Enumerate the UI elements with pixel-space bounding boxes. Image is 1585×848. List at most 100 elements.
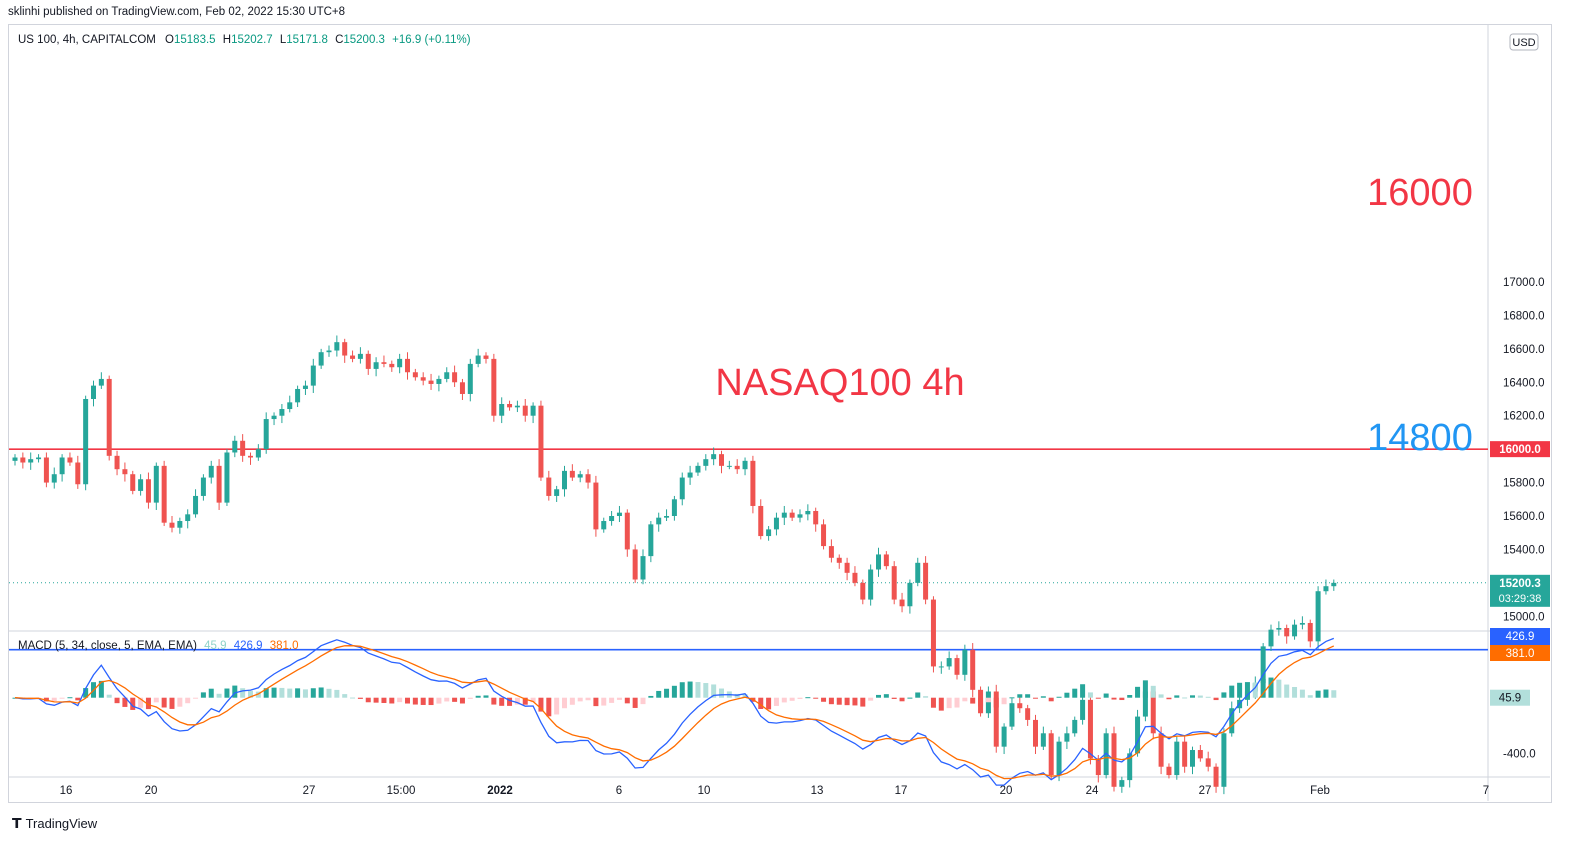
- candle-body: [177, 521, 183, 528]
- macd-histogram-bar: [405, 697, 410, 704]
- candle-body: [585, 474, 591, 483]
- candle-body: [161, 465, 167, 523]
- candle-body: [554, 489, 560, 496]
- macd-histogram-bar: [1307, 695, 1313, 698]
- macd-histogram-bar: [83, 688, 89, 698]
- macd-histogram-bar: [844, 697, 850, 706]
- macd-histogram-bar: [232, 685, 238, 698]
- macd-histogram-bar: [923, 696, 929, 698]
- macd-histogram-bar: [1111, 697, 1117, 700]
- candle-body: [805, 510, 811, 515]
- candle-body: [719, 454, 724, 466]
- macd-histogram-bar: [185, 697, 191, 704]
- macd-histogram-bar: [177, 697, 183, 707]
- candle-body: [742, 460, 748, 470]
- macd-histogram-bar: [389, 697, 395, 704]
- candle-body: [138, 479, 144, 491]
- candle-body: [1033, 719, 1038, 747]
- open-value: 15183.5: [174, 34, 216, 46]
- currency-badge: [1509, 33, 1539, 51]
- candle-body: [232, 440, 238, 453]
- macd-histogram-bar: [193, 697, 199, 699]
- macd-histogram-bar: [467, 697, 473, 699]
- macd-histogram-bar: [899, 697, 905, 702]
- x-tick-label: 20: [145, 785, 158, 797]
- candle-body: [1095, 758, 1101, 776]
- candle-body: [915, 562, 921, 583]
- tradingview-logo[interactable]: 𝗧 TradingView: [12, 815, 97, 832]
- candle-body: [255, 449, 261, 458]
- candle-body: [1064, 733, 1070, 742]
- macd-histogram-bar: [318, 687, 324, 698]
- candle-body: [577, 474, 583, 478]
- candle-body: [444, 372, 450, 379]
- macd-legend-name[interactable]: MACD (5, 34, close, 5, EMA, EMA): [18, 640, 197, 652]
- candle-body: [475, 355, 481, 364]
- macd-value-badge-label: 426.9: [1506, 631, 1535, 643]
- candle-body: [844, 562, 850, 573]
- candle-body: [1142, 691, 1148, 717]
- macd-histogram-bar: [326, 688, 332, 698]
- candle-body: [970, 649, 976, 690]
- candle-body: [1213, 766, 1219, 787]
- candle-body: [248, 455, 253, 458]
- macd-histogram-bar: [616, 697, 622, 700]
- candle-body: [295, 388, 301, 403]
- candle-body: [193, 495, 199, 515]
- candle-body: [860, 582, 866, 600]
- hist-value-badge: [1490, 689, 1530, 706]
- macd-histogram-bar: [805, 697, 811, 699]
- candle-body: [1174, 741, 1180, 776]
- candle-body: [781, 512, 787, 518]
- macd-histogram-bar: [930, 697, 936, 708]
- macd-histogram-bar: [1064, 692, 1070, 698]
- candle-body: [514, 405, 520, 408]
- macd-histogram-bar: [813, 697, 819, 699]
- y-tick-label: 15600.0: [1503, 511, 1545, 523]
- candle-body: [562, 470, 567, 490]
- macd-histogram-bar: [1033, 697, 1038, 699]
- close-value: 15200.3: [343, 34, 385, 46]
- candle-body: [1048, 733, 1054, 776]
- macd-histogram-bar: [98, 680, 104, 698]
- candle-body: [750, 460, 756, 506]
- macd-histogram-bar: [797, 697, 803, 699]
- macd-histogram-bar: [1229, 685, 1235, 698]
- macd-histogram-bar: [860, 697, 866, 707]
- macd-histogram-bar: [1142, 680, 1148, 698]
- x-tick-label: 20: [1000, 785, 1013, 797]
- candle-body: [868, 569, 874, 600]
- macd-legend-hist: 45.9: [204, 640, 227, 652]
- macd-histogram-bar: [1221, 692, 1227, 698]
- candle-body: [773, 517, 779, 530]
- candle-body: [302, 385, 308, 389]
- macd-histogram-bar: [1001, 697, 1007, 705]
- macd-histogram-bar: [397, 697, 403, 703]
- macd-histogram-bar: [868, 697, 874, 701]
- macd-histogram-bar: [624, 697, 630, 704]
- macd-legend-macd: 426.9: [233, 640, 263, 652]
- macd-histogram-bar: [522, 697, 528, 705]
- symbol-name[interactable]: US 100, 4h, CAPITALCOM: [18, 34, 156, 46]
- candle-body: [279, 409, 285, 416]
- candle-body: [365, 353, 371, 369]
- publisher-line: sklinhi published on TradingView.com, Fe…: [8, 6, 346, 18]
- candle-body: [350, 355, 356, 359]
- macd-histogram-bar: [1087, 692, 1093, 698]
- x-tick-label: 15:00: [387, 785, 416, 797]
- y-tick-label: 16600.0: [1503, 344, 1545, 356]
- macd-histogram-bar: [357, 697, 363, 699]
- candle-body: [609, 516, 615, 522]
- x-tick-label: Feb: [1310, 785, 1330, 797]
- candle-body: [1323, 586, 1329, 592]
- macd-histogram-bar: [1205, 696, 1211, 698]
- candle-body: [397, 358, 403, 368]
- x-tick-label: 13: [811, 785, 824, 797]
- candle-body: [1080, 699, 1086, 720]
- macd-histogram-bar: [224, 688, 230, 698]
- candle-body: [342, 342, 348, 356]
- macd-histogram-bar: [436, 697, 442, 704]
- macd-histogram-bar: [420, 697, 426, 705]
- candle-body: [1205, 758, 1211, 767]
